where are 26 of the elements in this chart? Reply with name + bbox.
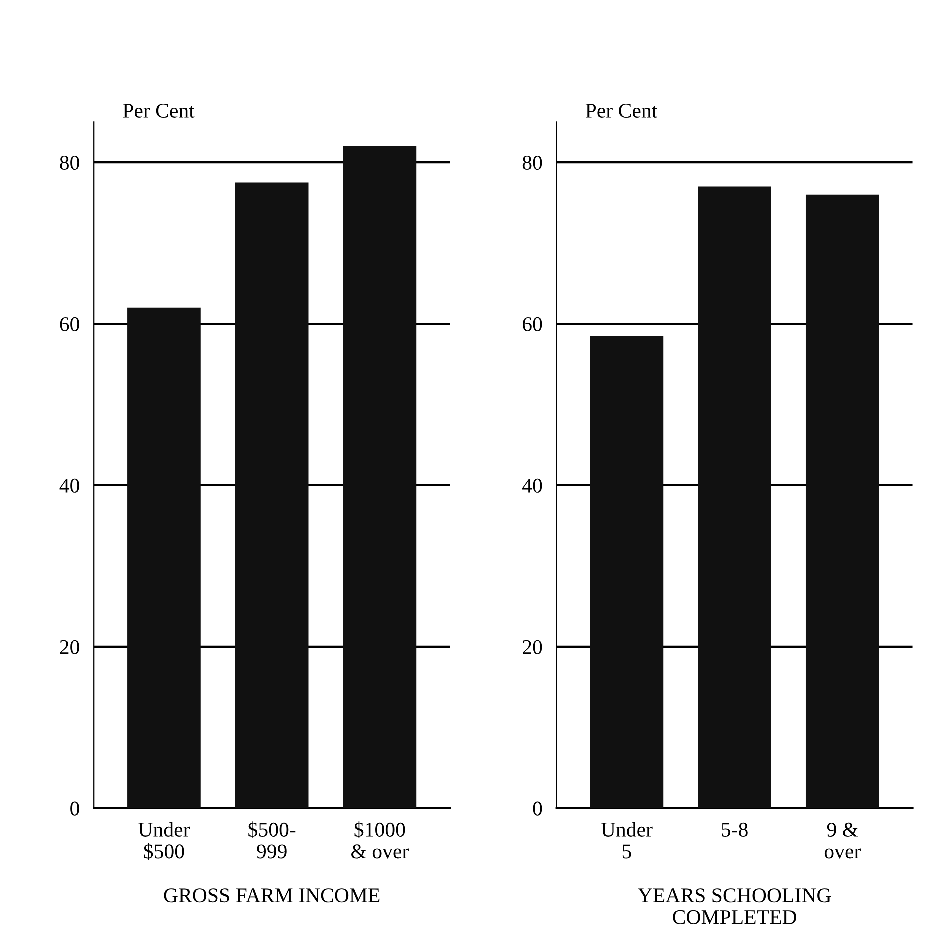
y-tick-label: 40 [522, 478, 542, 493]
y-axis-title: Per Cent [586, 104, 658, 118]
x-tick-label: $500- 999 [248, 822, 296, 859]
y-tick-label: 80 [60, 156, 80, 170]
y-tick-label: 20 [523, 640, 542, 654]
bar [128, 308, 201, 808]
bar [698, 186, 772, 808]
x-axis-title: YEARS SCHOOLING COMPLETED [638, 888, 832, 924]
y-tick-label: 40 [60, 478, 80, 493]
y-tick-label: 60 [60, 317, 80, 332]
y-tick-label: 0 [533, 802, 542, 816]
bar [806, 194, 880, 808]
x-tick-label: 9 & over [824, 822, 861, 859]
bar [590, 336, 664, 808]
x-tick-label: Under 5 [601, 822, 653, 859]
y-axis-title: Per Cent [123, 104, 195, 118]
x-tick-label: 5-8 [722, 822, 748, 837]
y-tick-label: 20 [60, 640, 80, 654]
bar [235, 182, 309, 808]
bar [343, 146, 417, 808]
x-axis-title: GROSS FARM INCOME [164, 888, 380, 903]
x-tick-label: Under $500 [138, 822, 190, 860]
x-tick-label: $1000 & over [352, 822, 409, 859]
y-tick-label: 60 [523, 317, 542, 332]
y-tick-label: 80 [522, 156, 542, 170]
y-tick-label: 0 [70, 802, 80, 816]
